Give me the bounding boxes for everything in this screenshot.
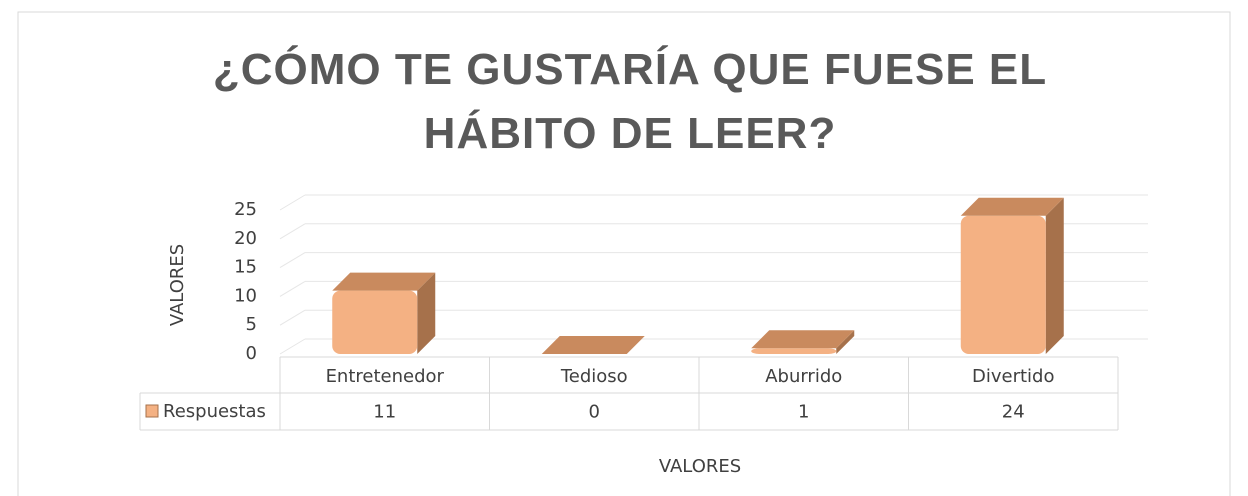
x-axis-label: VALORES xyxy=(659,456,741,477)
x-tick-label: Entretenedor xyxy=(326,366,445,387)
bar-top xyxy=(332,272,436,291)
x-tick-label: Divertido xyxy=(972,366,1055,387)
x-tick-label: Tedioso xyxy=(560,366,628,387)
bar-top xyxy=(751,330,855,349)
y-tick-label: 25 xyxy=(234,199,257,220)
bar-front xyxy=(751,348,837,354)
y-tick-label: 5 xyxy=(246,314,257,335)
grid-line xyxy=(279,223,306,240)
bar-side xyxy=(836,330,855,354)
bar xyxy=(960,197,1064,354)
legend-label: Respuestas xyxy=(163,401,266,422)
y-tick-label: 0 xyxy=(246,343,257,364)
legend-swatch xyxy=(145,404,159,418)
bar-top xyxy=(960,197,1064,216)
grid-line xyxy=(279,309,306,326)
bar xyxy=(332,272,436,354)
y-tick-label: 10 xyxy=(234,285,257,306)
y-tick-label: 15 xyxy=(234,257,257,278)
table-value: 0 xyxy=(589,402,600,423)
x-tick-label: Aburrido xyxy=(765,366,842,387)
bar-top xyxy=(541,336,645,354)
table-value: 24 xyxy=(1002,402,1025,423)
bar-front xyxy=(332,290,418,354)
chart-border xyxy=(17,11,1231,496)
bar-side xyxy=(1045,197,1064,354)
table-value: 11 xyxy=(373,402,396,423)
y-tick-label: 20 xyxy=(234,228,257,249)
bar-side xyxy=(417,272,436,354)
grid-line xyxy=(279,194,306,211)
chart-title: ¿CÓMO TE GUSTARÍA QUE FUESE EL HÁBITO DE… xyxy=(212,45,1048,158)
bar xyxy=(541,336,645,354)
y-axis-label: VALORES xyxy=(167,244,188,326)
grid-line xyxy=(279,252,306,269)
bar xyxy=(751,330,855,354)
grid-line xyxy=(279,280,306,297)
grid-line xyxy=(279,338,306,355)
bar-front xyxy=(960,215,1046,354)
table-value: 1 xyxy=(798,402,809,423)
